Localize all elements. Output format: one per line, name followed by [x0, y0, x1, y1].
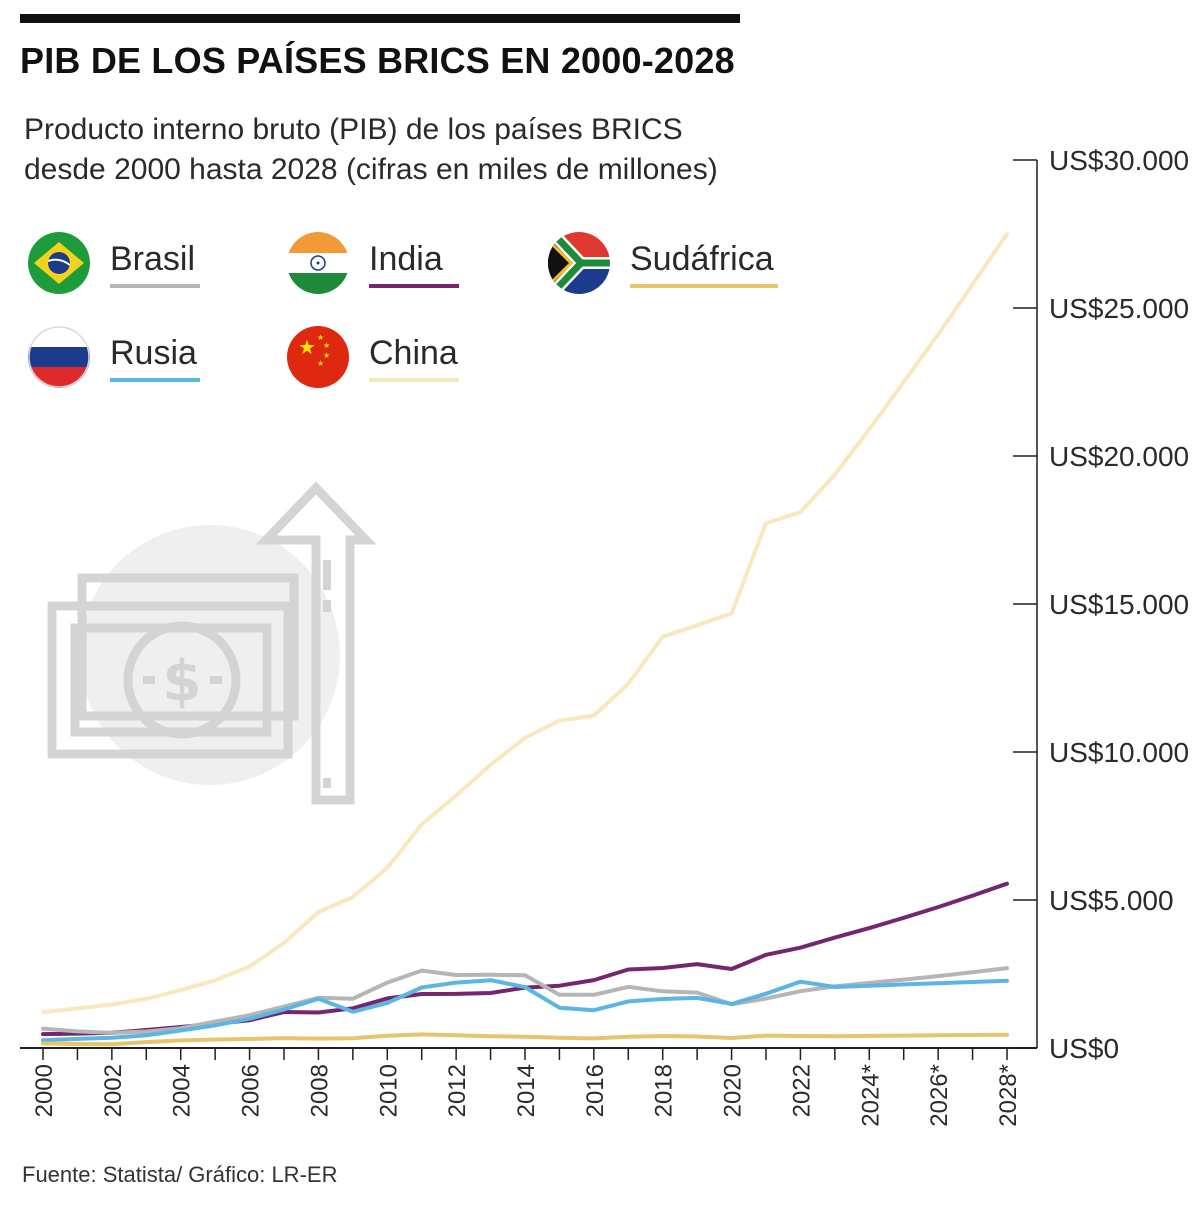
svg-text:★: ★: [317, 359, 324, 368]
x-tick-label: 2014: [513, 1064, 540, 1117]
legend-item-brasil: Brasil: [28, 232, 228, 312]
x-tick-label: 2002: [100, 1064, 127, 1117]
legend-swatch-india: [369, 284, 459, 288]
legend-label-india: India: [369, 240, 443, 278]
legend-swatch-sudafrica: [630, 284, 778, 288]
x-tick-label: 2026*: [926, 1064, 953, 1127]
legend-label-sudafrica: Sudáfrica: [630, 240, 774, 278]
brazil-flag-icon: [28, 232, 90, 294]
x-tick-label: 2016: [582, 1064, 609, 1117]
y-tick-label: US$15.000: [1049, 589, 1189, 620]
y-tick-label: US$20.000: [1049, 441, 1189, 472]
series-line-sudafrica: [41, 1032, 1009, 1047]
series-line-china: [41, 232, 1009, 1015]
x-tick-label: 2018: [651, 1064, 678, 1117]
x-tick-label: 2012: [444, 1064, 471, 1117]
series-line-brasil: [41, 966, 1009, 1035]
y-tick-label: US$30.000: [1049, 145, 1189, 176]
x-tick-label: 2028*: [995, 1064, 1022, 1127]
series-line-rusia: [41, 978, 1009, 1043]
source-note: Fuente: Statista/ Gráfico: LR-ER: [22, 1162, 338, 1187]
x-tick-label: 2022: [788, 1064, 815, 1117]
legend-item-india: India: [287, 232, 487, 312]
x-tick-label: 2024*: [857, 1064, 884, 1127]
legend-label-china: China: [369, 334, 458, 372]
legend-swatch-brasil: [110, 284, 200, 288]
x-tick-label: 2020: [720, 1064, 747, 1117]
south-africa-flag-icon: [548, 232, 610, 294]
svg-text:★: ★: [317, 333, 324, 342]
y-tick-label: US$25.000: [1049, 293, 1189, 324]
money-growth-illustration: $: [47, 481, 377, 805]
legend-item-rusia: Rusia: [28, 326, 228, 406]
y-tick-label: US$0: [1049, 1033, 1119, 1064]
title-rule: [20, 14, 740, 23]
x-tick-label: 2004: [169, 1064, 196, 1117]
legend-swatch-rusia: [110, 378, 200, 382]
svg-text:★: ★: [323, 351, 330, 360]
x-tick-label: 2000: [31, 1064, 58, 1117]
svg-text:★: ★: [323, 341, 330, 350]
chart-subtitle: Producto interno bruto (PIB) de los país…: [24, 113, 718, 186]
series-line-india: [41, 881, 1009, 1037]
legend-label-brasil: Brasil: [110, 240, 196, 278]
india-flag-icon: [287, 232, 349, 294]
legend-swatch-china: [369, 378, 459, 382]
svg-text:$: $: [163, 649, 202, 714]
legend-label-rusia: Rusia: [110, 334, 197, 372]
y-tick-label: US$10.000: [1049, 737, 1189, 768]
china-flag-icon: ★ ★ ★ ★ ★: [287, 326, 349, 388]
chart-title: PIB DE LOS PAÍSES BRICS EN 2000-2028: [20, 40, 735, 81]
svg-text:★: ★: [298, 335, 316, 359]
y-tick-label: US$5.000: [1049, 885, 1174, 916]
x-tick-label: 2006: [238, 1064, 265, 1117]
russia-flag-icon: [28, 326, 90, 388]
legend-item-sudafrica: Sudáfrica: [548, 232, 788, 312]
x-tick-label: 2008: [306, 1064, 333, 1117]
x-tick-label: 2010: [375, 1064, 402, 1117]
legend-item-china: ★ ★ ★ ★ ★ China: [287, 326, 487, 406]
